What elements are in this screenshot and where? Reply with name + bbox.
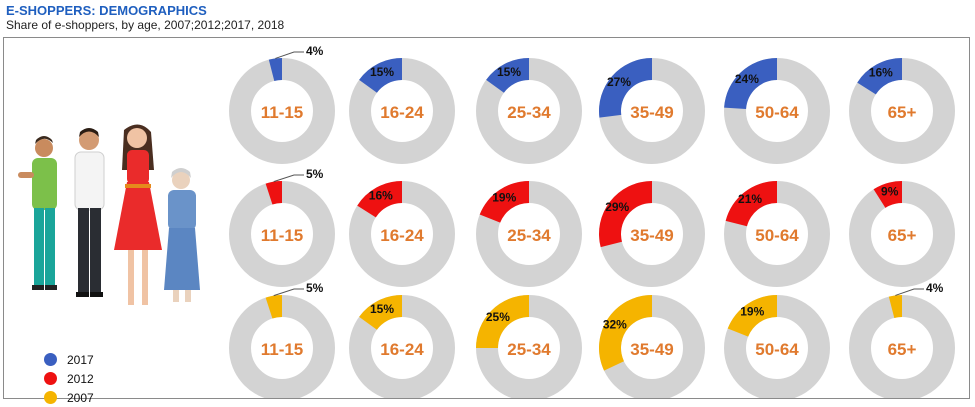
value-label: 5% <box>306 167 324 181</box>
donut-2017-16-24: 16-24 15% <box>349 58 455 164</box>
people-illustration <box>18 124 200 305</box>
category-label: 25-34 <box>507 226 551 245</box>
donut-slice <box>486 58 530 93</box>
donut-slice <box>873 181 902 208</box>
leader-line <box>273 288 304 297</box>
legend-label-2017: 2017 <box>67 352 94 367</box>
donut-slice <box>599 295 652 371</box>
legend-item-2012: 2012 <box>44 369 94 388</box>
category-label: 16-24 <box>380 226 424 245</box>
donut-2007-25-34: 25-34 25% <box>476 295 582 398</box>
category-label: 35-49 <box>630 340 673 359</box>
donut-2007-16-24: 16-24 15% <box>349 295 455 398</box>
category-label: 11-15 <box>261 226 304 245</box>
donut-2017-35-49: 35-49 27% <box>599 58 705 164</box>
donut-slice <box>265 295 282 319</box>
category-label: 16-24 <box>380 340 424 359</box>
donut-slice <box>268 58 282 81</box>
donut-slice <box>888 295 902 318</box>
donut-slice <box>476 295 529 348</box>
value-label: 16% <box>869 65 893 79</box>
chart-subtitle: Share of e-shoppers, by age, 2007;2012;2… <box>6 18 285 32</box>
value-label: 15% <box>497 65 521 79</box>
donut-2007-11-15: 11-15 5% <box>229 281 335 398</box>
value-label: 15% <box>370 302 394 316</box>
chart-title: E-SHOPPERS: DEMOGRAPHICS <box>6 3 207 18</box>
woman-figure <box>114 124 162 305</box>
donut-slice <box>857 58 902 95</box>
legend-swatch-2012 <box>44 372 57 385</box>
donut-2017-65+: 65+ 16% <box>849 58 955 164</box>
donut-slice <box>599 58 652 118</box>
chart-panel: 2017 2012 2007 11-15 4% 16-24 15% 25-34 15% 35… <box>3 37 970 405</box>
value-label: 21% <box>738 192 762 206</box>
category-label: 11-15 <box>261 340 304 359</box>
leader-line <box>275 51 304 59</box>
donut-slice <box>725 181 777 227</box>
value-label: 24% <box>735 72 759 86</box>
category-label: 25-34 <box>507 340 551 359</box>
category-label: 65+ <box>888 340 917 359</box>
legend-item-2007: 2007 <box>44 388 94 407</box>
donut-2017-25-34: 25-34 15% <box>476 58 582 164</box>
donut-slice <box>479 181 529 223</box>
donut-2012-11-15: 11-15 5% <box>229 167 335 287</box>
legend-label-2012: 2012 <box>67 371 94 386</box>
donut-2012-65+: 65+ 9% <box>849 181 955 287</box>
man-figure <box>74 128 105 297</box>
category-label: 25-34 <box>507 103 551 122</box>
value-label: 29% <box>605 200 629 214</box>
legend-swatch-2017 <box>44 353 57 366</box>
legend-swatch-2007 <box>44 391 57 404</box>
donut-slice <box>265 181 282 205</box>
donut-2012-16-24: 16-24 16% <box>349 181 455 287</box>
elderly-woman-figure <box>164 168 200 302</box>
value-label: 27% <box>607 75 631 89</box>
category-label: 50-64 <box>755 226 799 245</box>
legend: 2017 2012 2007 <box>44 350 94 407</box>
value-label: 5% <box>306 281 324 295</box>
value-label: 15% <box>370 65 394 79</box>
donut-2012-25-34: 25-34 19% <box>476 181 582 287</box>
value-label: 16% <box>369 188 393 202</box>
value-label: 32% <box>603 317 627 331</box>
donut-2007-65+: 65+ 4% <box>849 281 955 398</box>
donut-2017-11-15: 11-15 4% <box>229 44 335 164</box>
category-label: 65+ <box>888 226 917 245</box>
donut-slice <box>727 295 777 337</box>
young-man-figure <box>18 136 57 290</box>
donut-2012-50-64: 50-64 21% <box>724 181 830 287</box>
category-label: 65+ <box>888 103 917 122</box>
category-label: 11-15 <box>261 103 304 122</box>
donut-charts-grid: 11-15 4% 16-24 15% 25-34 15% 35-49 27% 50-64 24% 6… <box>229 44 955 398</box>
legend-item-2017: 2017 <box>44 350 94 369</box>
donut-slice <box>599 181 652 248</box>
value-label: 19% <box>740 305 764 319</box>
donut-2007-50-64: 50-64 19% <box>724 295 830 398</box>
donut-slice <box>359 295 402 330</box>
leader-line <box>895 288 924 296</box>
donut-slice <box>724 58 777 110</box>
donut-slice <box>359 58 402 93</box>
value-label: 4% <box>306 44 324 58</box>
legend-label-2007: 2007 <box>67 390 94 405</box>
category-label: 35-49 <box>630 226 673 245</box>
category-label: 35-49 <box>630 103 673 122</box>
value-label: 9% <box>881 185 899 199</box>
category-label: 50-64 <box>755 340 799 359</box>
value-label: 25% <box>486 310 510 324</box>
leader-line <box>273 174 304 183</box>
value-label: 4% <box>926 281 944 295</box>
value-label: 19% <box>492 191 516 205</box>
donut-2017-50-64: 50-64 24% <box>724 58 830 164</box>
donut-slice <box>357 181 402 218</box>
category-label: 16-24 <box>380 103 424 122</box>
category-label: 50-64 <box>755 103 799 122</box>
